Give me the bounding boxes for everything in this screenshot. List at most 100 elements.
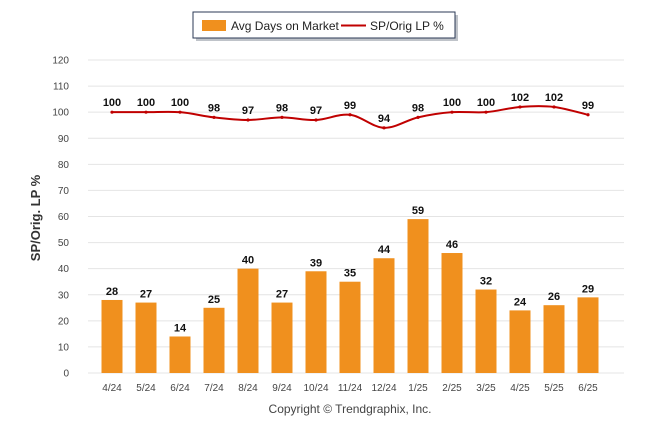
x-tick-label: 5/25	[544, 383, 564, 394]
y-tick-label: 20	[58, 316, 70, 327]
bar-value-label: 32	[480, 276, 492, 288]
bar-value-label: 27	[276, 289, 288, 301]
y-axis-label: SP/Orig. LP %	[28, 174, 43, 261]
line-point	[212, 115, 216, 119]
y-tick-label: 100	[52, 108, 69, 119]
line-value-label: 99	[582, 100, 594, 112]
bar	[203, 307, 225, 373]
line-point	[552, 105, 556, 109]
line-point	[246, 118, 250, 122]
y-tick-label: 80	[58, 160, 70, 171]
bar-value-label: 39	[310, 257, 322, 269]
bar	[407, 219, 429, 373]
line-point	[416, 115, 420, 119]
x-tick-label: 1/25	[408, 383, 428, 394]
bar	[441, 253, 463, 373]
line-value-label: 97	[242, 105, 254, 117]
bar	[373, 258, 395, 373]
line-point	[382, 126, 386, 130]
y-tick-label: 110	[53, 82, 69, 93]
x-tick-label: 3/25	[476, 383, 496, 394]
bar-value-label: 44	[378, 244, 391, 256]
line-point	[518, 105, 522, 109]
y-tick-label: 50	[58, 238, 70, 249]
line-point	[314, 118, 318, 122]
line-data-labels: 100 100 100 98 97 98 97 99 94 98 100 100 102 102 99	[103, 92, 594, 125]
bar	[339, 281, 361, 373]
x-tick-label: 10/24	[303, 383, 328, 394]
x-tick-label: 4/24	[102, 383, 122, 394]
y-tick-label: 70	[58, 186, 70, 197]
line-value-label: 102	[545, 92, 563, 104]
line-value-label: 98	[412, 102, 424, 114]
legend-label-line: SP/Orig LP %	[370, 19, 444, 33]
line-value-label: 97	[310, 105, 322, 117]
line-point	[484, 110, 488, 114]
bar	[169, 336, 191, 373]
x-axis-ticks: 4/24 5/24 6/24 7/24 8/24 9/24 10/24 11/24 12/24 1…	[102, 383, 598, 394]
x-tick-label: 6/24	[170, 383, 190, 394]
legend-swatch-bar	[202, 20, 226, 31]
bar-value-label: 40	[242, 255, 254, 267]
y-axis-ticks: 0 10 20 30 40 50 60 70 80 90 100 110 120	[52, 56, 69, 380]
x-tick-label: 11/24	[338, 383, 363, 394]
x-tick-label: 9/24	[272, 383, 292, 394]
x-tick-label: 6/25	[578, 383, 598, 394]
x-tick-label: 12/24	[371, 383, 396, 394]
line-value-label: 100	[137, 97, 155, 109]
line-value-label: 94	[378, 113, 391, 125]
bar	[577, 297, 599, 373]
line-value-label: 99	[344, 100, 356, 112]
y-tick-label: 30	[58, 290, 70, 301]
y-tick-label: 0	[63, 369, 69, 380]
line-point	[450, 110, 454, 114]
y-tick-label: 90	[58, 134, 70, 145]
x-tick-label: 5/24	[136, 383, 156, 394]
bar	[475, 289, 497, 373]
copyright-text: Copyright © Trendgraphix, Inc.	[269, 402, 432, 416]
line-value-label: 98	[208, 102, 220, 114]
bar-value-label: 14	[174, 322, 187, 334]
line-point	[280, 115, 284, 119]
x-tick-label: 8/24	[238, 383, 258, 394]
bar-value-label: 27	[140, 289, 152, 301]
legend-label-bar: Avg Days on Market	[231, 19, 339, 33]
bar-value-label: 24	[514, 296, 527, 308]
y-tick-label: 120	[52, 56, 69, 67]
bar-value-label: 46	[446, 239, 458, 251]
bar-value-label: 59	[412, 205, 424, 217]
bar-value-label: 25	[208, 294, 220, 306]
legend-box	[192, 11, 456, 39]
bar-value-label: 26	[548, 291, 560, 303]
line-value-label: 100	[443, 97, 461, 109]
y-tick-label: 10	[58, 342, 70, 353]
bar	[135, 302, 157, 373]
line-point	[586, 113, 590, 117]
bar	[271, 302, 293, 373]
x-tick-label: 7/24	[204, 383, 224, 394]
bar-value-label: 28	[106, 286, 118, 298]
bar	[509, 310, 531, 373]
line-point	[348, 113, 352, 117]
line-point	[110, 110, 114, 114]
line-point	[144, 110, 148, 114]
bar-series	[101, 219, 599, 373]
bar	[543, 305, 565, 373]
bar-data-labels: 28 27 14 25 40 27 39 35 44 59 46 32 24 26 29	[106, 205, 594, 334]
line-point	[178, 110, 182, 114]
gridlines	[88, 59, 624, 374]
line-value-label: 100	[103, 97, 121, 109]
line-value-label: 100	[477, 97, 495, 109]
x-tick-label: 2/25	[442, 383, 462, 394]
line-series	[110, 105, 590, 130]
y-tick-label: 40	[58, 264, 70, 275]
bar-value-label: 35	[344, 268, 356, 280]
bar	[101, 299, 123, 373]
line-value-label: 102	[511, 92, 529, 104]
bar	[305, 271, 327, 373]
legend: Avg Days on Market SP/Orig LP %	[192, 11, 458, 41]
y-tick-label: 60	[58, 212, 70, 223]
x-tick-label: 4/25	[510, 383, 530, 394]
line-value-label: 98	[276, 102, 288, 114]
